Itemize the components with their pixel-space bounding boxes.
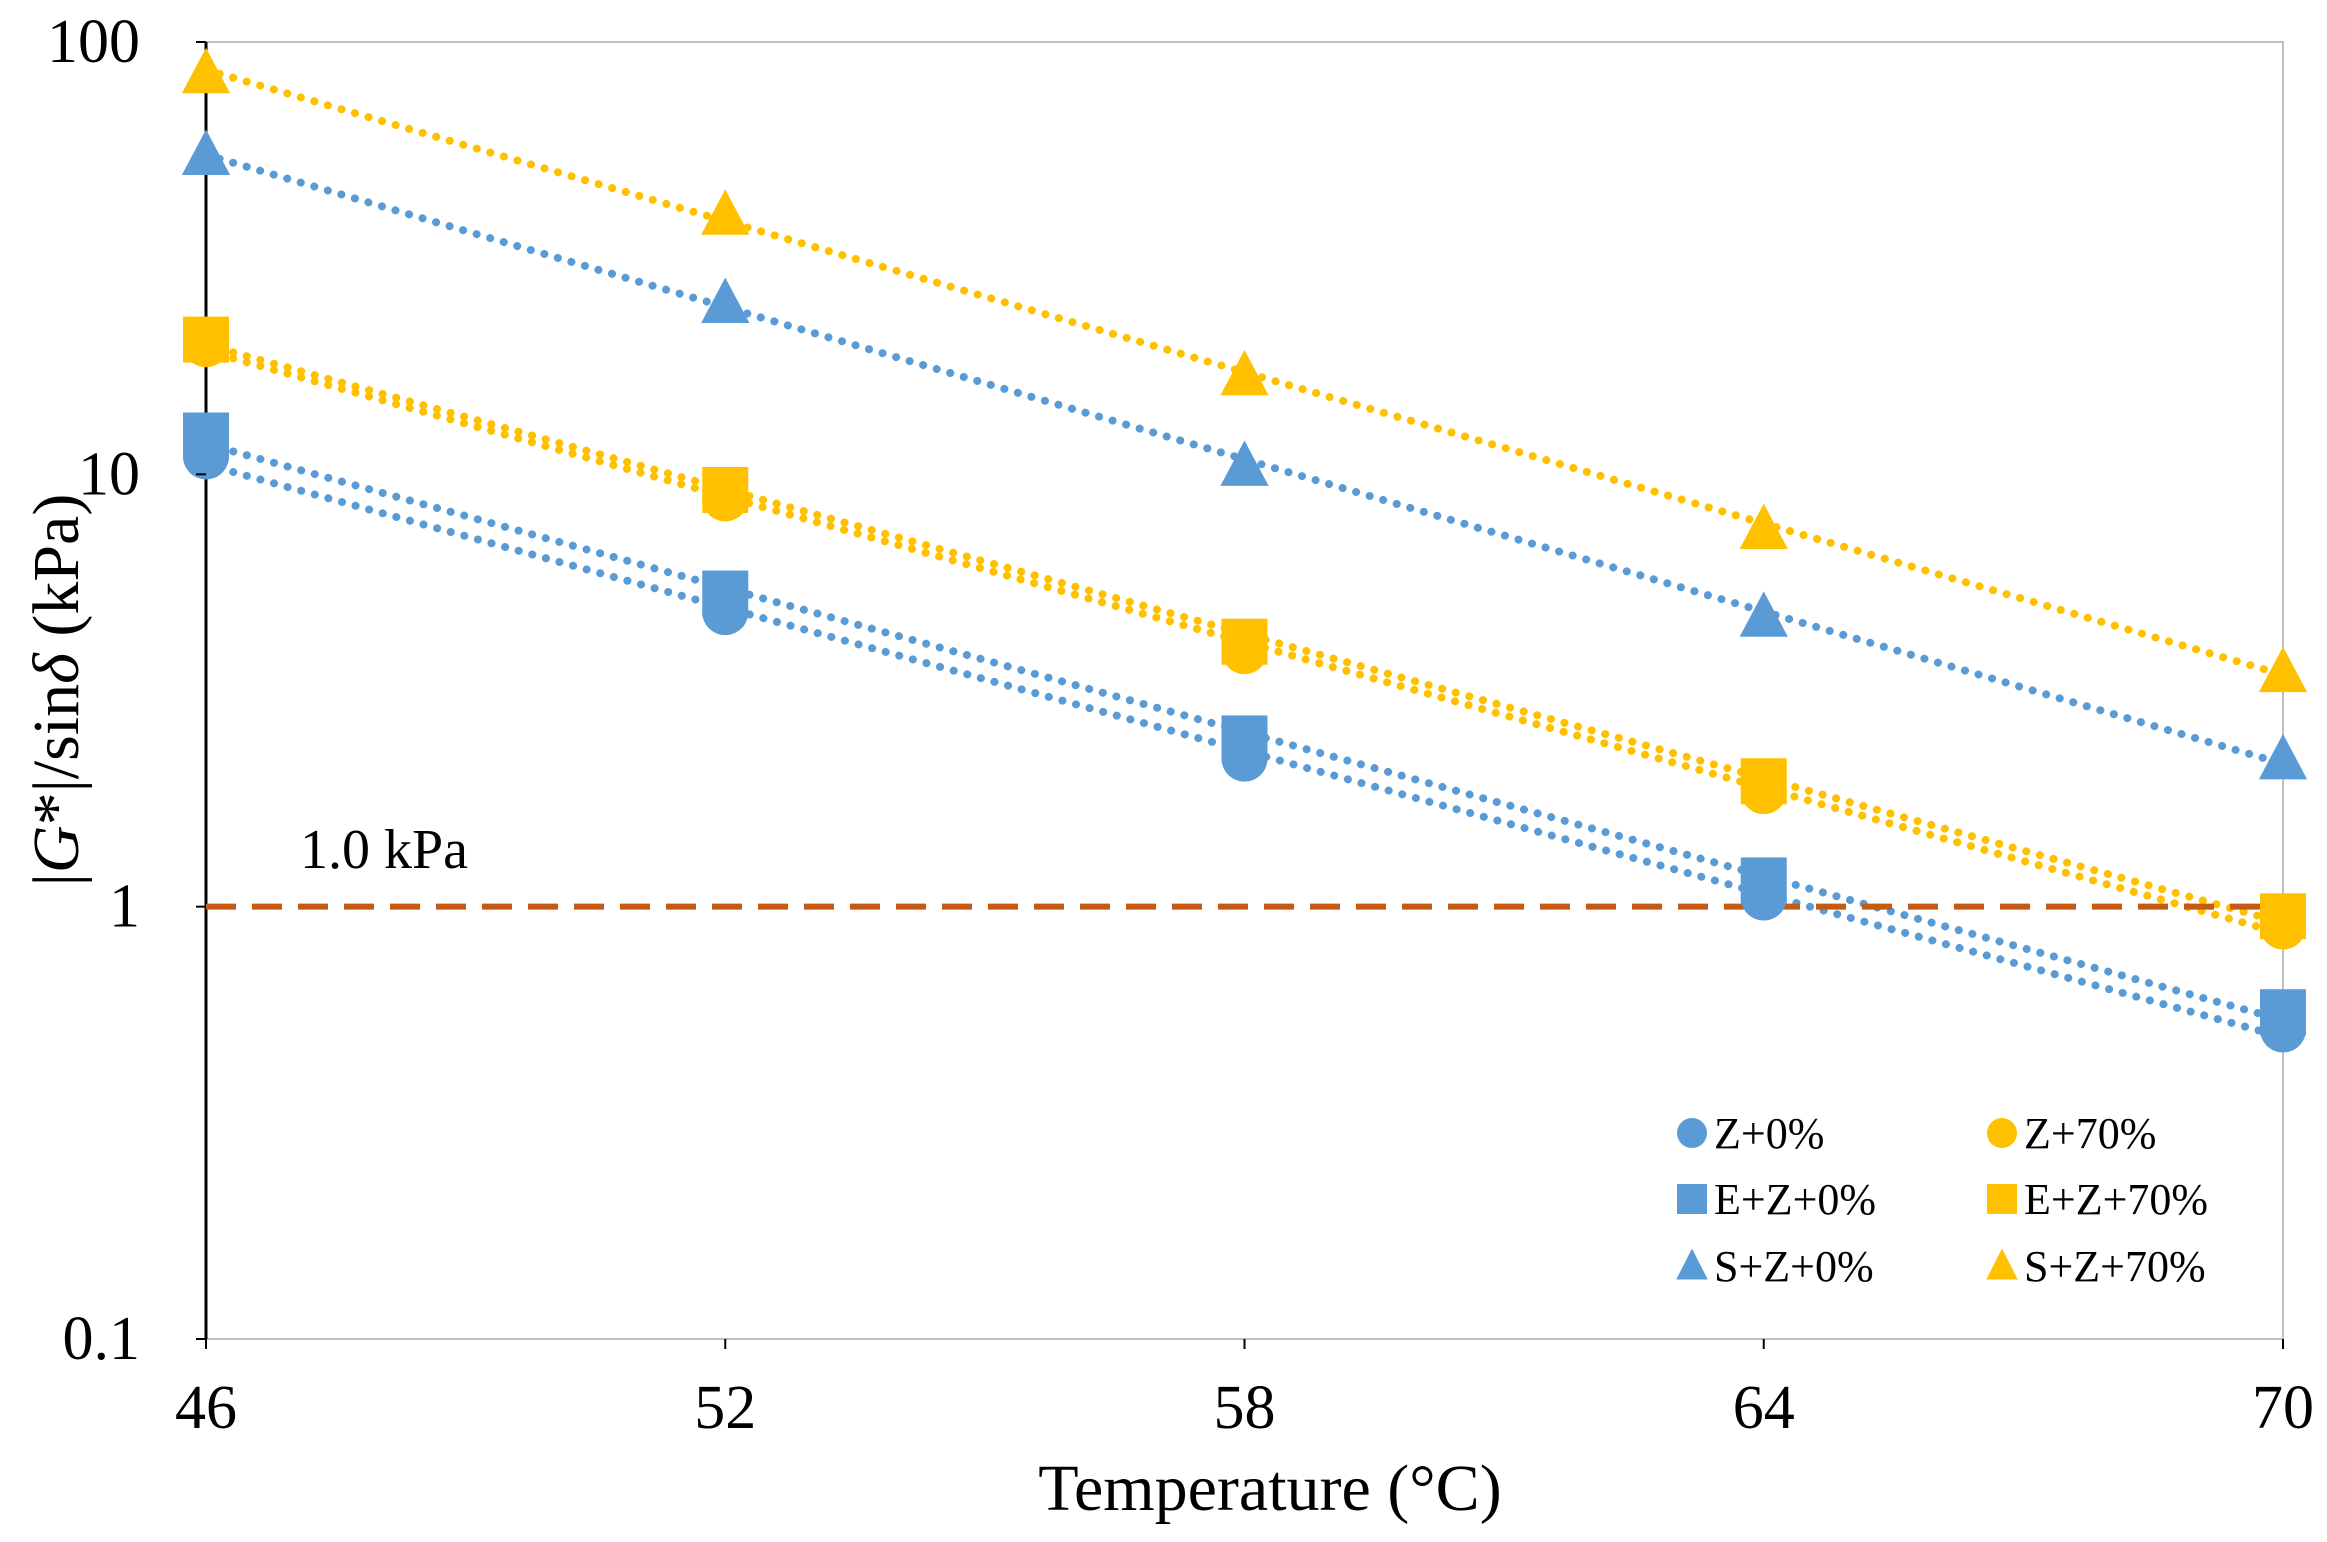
data-point-E+Z+70% [702, 466, 749, 513]
data-point-E+Z+70% [1740, 758, 1787, 805]
data-point-E+Z+0% [2260, 989, 2306, 1036]
data-point-E+Z+70% [183, 316, 229, 363]
legend-label: Z+0% [1714, 1109, 1824, 1158]
legend-marker-E+Z+0% [1677, 1184, 1707, 1214]
y-tick-label: 10 [78, 440, 140, 508]
x-tick-label: 52 [694, 1374, 756, 1442]
x-axis-title: Temperature (°C) [1038, 1452, 1501, 1525]
data-point-E+Z+70% [2260, 893, 2306, 940]
x-tick-label: 46 [175, 1374, 237, 1442]
data-point-S+Z+70% [1220, 350, 1269, 396]
y-tick-label: 1 [109, 873, 140, 941]
legend-label: S+Z+70% [2024, 1242, 2206, 1291]
y-tick-label: 0.1 [63, 1305, 141, 1373]
y-axis-title-prefix: | [20, 873, 93, 886]
legend-label: S+Z+0% [1714, 1242, 1874, 1291]
y-axis-title-delta: δ [20, 652, 93, 684]
legend-marker-S+Z+0% [1676, 1248, 1708, 1280]
data-point-S+Z+70% [2258, 646, 2308, 693]
legend-marker-S+Z+70% [1986, 1248, 2018, 1280]
y-axis-title-mid: *|/sin [20, 684, 93, 826]
data-point-S+Z+0% [1739, 591, 1788, 637]
legend-marker-Z+0% [1677, 1118, 1707, 1148]
legend-label: Z+70% [2024, 1109, 2156, 1158]
data-point-E+Z+0% [183, 412, 229, 459]
data-point-E+Z+0% [702, 570, 749, 617]
legend-marker-E+Z+70% [1987, 1184, 2017, 1214]
trendline-S+Z+70% [202, 65, 2287, 679]
legend: Z+0% Z+70% E+Z+0% E+Z+70% S+Z+0% S+Z+70% [1676, 1109, 2208, 1291]
data-point-S+Z+0% [181, 129, 231, 175]
x-tick-label: 70 [2252, 1374, 2314, 1442]
x-tick-label: 64 [1733, 1374, 1795, 1442]
x-axis-ticks: 46 52 58 64 70 [175, 1339, 2314, 1442]
y-axis-ticks: 0.1 1 10 100 [47, 8, 206, 1373]
legend-label: E+Z+0% [1714, 1175, 1876, 1224]
y-tick-label: 100 [47, 8, 140, 76]
data-point-S+Z+0% [2258, 733, 2308, 780]
data-point-S+Z+70% [1739, 503, 1788, 550]
y-axis-title-suffix: (kPa) [20, 494, 93, 653]
y-axis-title-g: G [20, 825, 93, 873]
data-point-S+Z+70% [701, 189, 750, 235]
data-point-S+Z+70% [181, 47, 231, 94]
data-point-S+Z+0% [701, 277, 750, 323]
data-markers [181, 47, 2308, 1053]
trendlines [202, 65, 2287, 1042]
legend-marker-Z+70% [1987, 1118, 2017, 1148]
legend-label: E+Z+70% [2024, 1175, 2208, 1224]
data-point-E+Z+70% [1221, 618, 1268, 665]
data-point-E+Z+0% [1740, 857, 1787, 904]
x-tick-label: 58 [1214, 1374, 1276, 1442]
data-point-E+Z+0% [1221, 715, 1268, 762]
reference-line-label: 1.0 kPa [300, 819, 468, 881]
y-axis-title: |G*|/sinδ (kPa) [20, 494, 93, 887]
plot-area [205, 41, 2284, 1340]
data-point-S+Z+0% [1220, 440, 1269, 486]
